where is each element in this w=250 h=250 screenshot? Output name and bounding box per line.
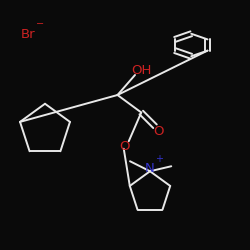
Text: N: N [145, 162, 155, 175]
Text: O: O [120, 140, 130, 153]
Text: O: O [154, 125, 164, 138]
Text: OH: OH [131, 64, 152, 76]
Text: −: − [36, 19, 44, 29]
Text: +: + [156, 154, 164, 164]
Text: Br: Br [20, 28, 35, 42]
